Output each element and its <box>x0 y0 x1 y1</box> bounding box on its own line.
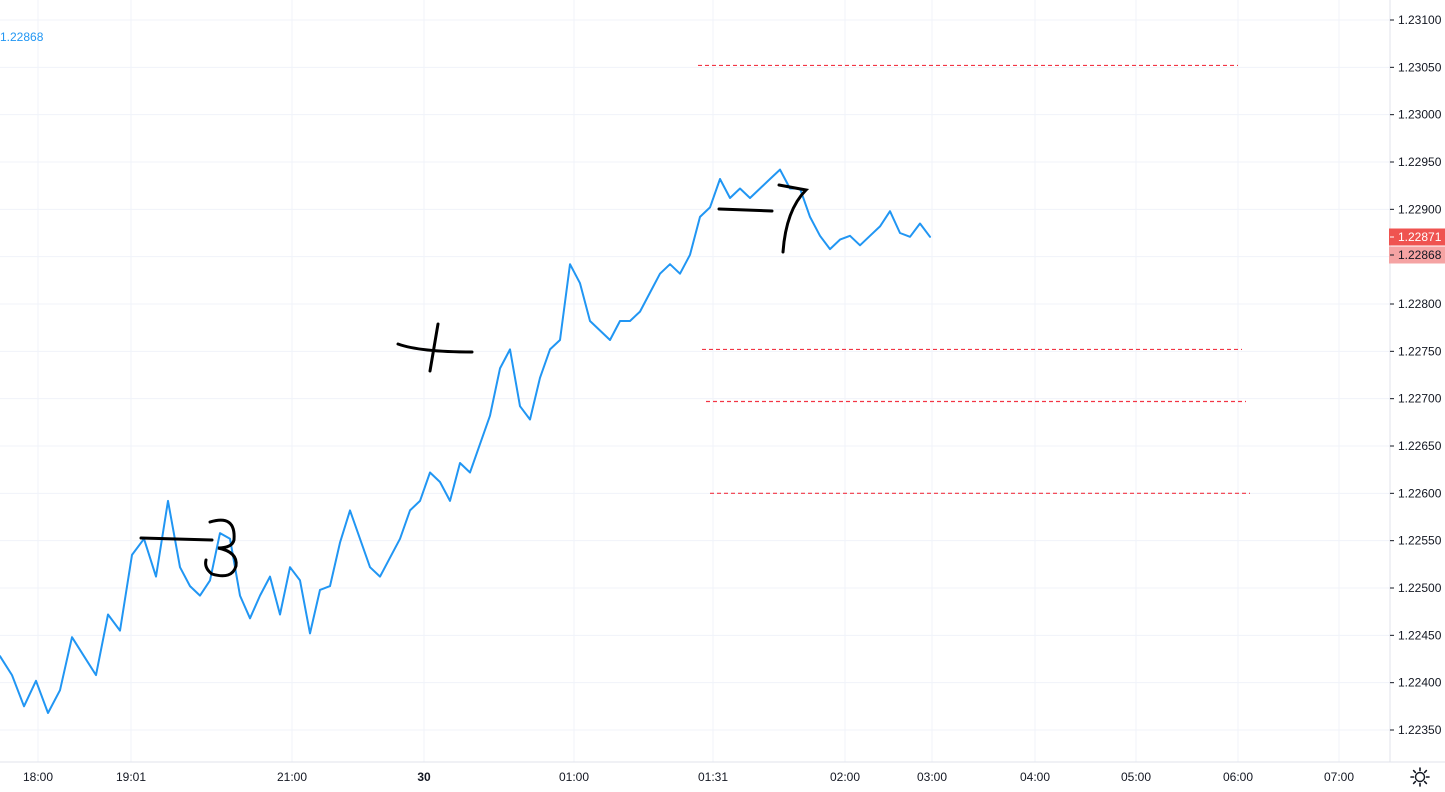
price-tick-label: 1.22350 <box>1398 723 1442 737</box>
price-tick-label: 1.22400 <box>1398 676 1442 690</box>
time-tick-label: 18:00 <box>23 770 53 784</box>
annotation-plus-horizontal <box>396 342 474 354</box>
horizontal-lines[interactable] <box>698 64 1250 494</box>
time-axis[interactable]: 18:00 19:01 21:00 30 01:00 01:31 02:00 03:00 04:… <box>23 770 1354 784</box>
time-tick-label: 01:00 <box>559 770 589 784</box>
price-tag-background <box>1389 246 1445 264</box>
price-tick-label: 1.22950 <box>1398 155 1442 169</box>
annotation-plus-7-dash <box>717 207 774 213</box>
time-tick-label: 19:01 <box>116 770 146 784</box>
time-tick-label: 07:00 <box>1324 770 1354 784</box>
time-tick-label: 03:00 <box>917 770 947 784</box>
annotation-minus-3-digit <box>204 518 238 578</box>
grid <box>0 0 1390 762</box>
annotation-plus-vertical <box>428 322 440 373</box>
price-tags: 1.22871 1.22868 <box>1389 228 1445 264</box>
time-tick-label: 01:31 <box>698 770 728 784</box>
time-tick-label: 04:00 <box>1020 770 1050 784</box>
time-tick-label: 06:00 <box>1223 770 1253 784</box>
price-tick-label: 1.22450 <box>1398 628 1442 642</box>
hand-drawn-annotations <box>139 183 810 578</box>
price-tick-label: 1.22600 <box>1398 486 1442 500</box>
price-tick-label: 1.22500 <box>1398 581 1442 595</box>
series-layer <box>0 168 931 714</box>
price-tag-label: 1.22871 <box>1398 230 1442 244</box>
price-tick-label: 1.22550 <box>1398 534 1442 548</box>
price-tick-label: 1.23050 <box>1398 60 1442 74</box>
price-tick-label: 1.22750 <box>1398 344 1442 358</box>
price-tick-label: 1.22900 <box>1398 202 1442 216</box>
price-tick-label: 1.22800 <box>1398 297 1442 311</box>
price-axis[interactable]: 1.23100 1.23050 1.23000 1.22950 1.22900 1.228… <box>1390 13 1442 737</box>
price-tick-label: 1.22700 <box>1398 392 1442 406</box>
annotation-plus-7-digit <box>777 183 810 254</box>
price-tag-background <box>1389 228 1445 246</box>
time-tick-label: 02:00 <box>830 770 860 784</box>
price-tick-label: 1.23000 <box>1398 108 1442 122</box>
price-series-line <box>0 168 931 714</box>
annotation-minus-3-dash <box>139 536 214 542</box>
time-tick-label: 30 <box>417 770 431 784</box>
price-tag-label: 1.22868 <box>1398 248 1442 262</box>
gear-icon[interactable] <box>1408 765 1432 789</box>
price-tick-label: 1.22650 <box>1398 439 1442 453</box>
price-readout: 1.22868 <box>0 30 44 44</box>
price-tick-label: 1.23100 <box>1398 13 1442 27</box>
time-tick-label: 05:00 <box>1121 770 1151 784</box>
time-tick-label: 21:00 <box>277 770 307 784</box>
